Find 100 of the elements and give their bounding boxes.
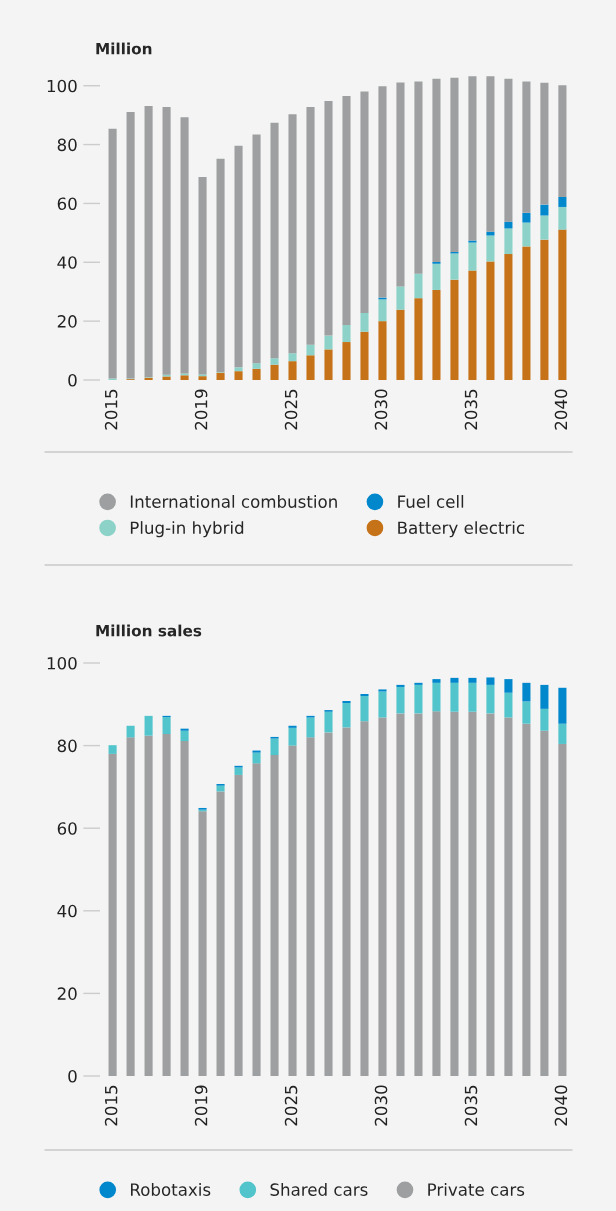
bar — [504, 692, 513, 718]
bar — [288, 727, 297, 746]
bar — [378, 299, 387, 322]
bar — [396, 686, 405, 714]
y-tick-label: 0 — [68, 373, 77, 387]
bar — [144, 715, 153, 736]
bar — [450, 77, 459, 252]
bar — [432, 78, 441, 262]
bar — [234, 371, 243, 380]
bar — [162, 734, 171, 1076]
bar — [198, 176, 207, 375]
bar — [288, 114, 297, 354]
bar — [468, 711, 477, 1076]
bar — [144, 735, 153, 1076]
bar — [486, 713, 495, 1076]
bar — [252, 363, 261, 369]
x-tick-label: 2030 — [374, 389, 388, 430]
bar — [306, 737, 315, 1076]
bar — [396, 713, 405, 1076]
bar — [126, 111, 135, 379]
bar — [306, 344, 315, 356]
bar — [342, 703, 351, 728]
bar — [270, 364, 279, 380]
bar — [144, 106, 153, 378]
bar — [324, 711, 333, 733]
bar — [432, 679, 441, 683]
x-tick-label: 2025 — [284, 389, 298, 430]
bar — [414, 81, 423, 274]
bar — [414, 684, 423, 714]
bar — [342, 342, 351, 380]
bar — [360, 312, 369, 332]
bar — [450, 682, 459, 712]
bar — [432, 289, 441, 380]
x-tick-label: 2040 — [554, 389, 568, 430]
bar — [306, 717, 315, 738]
bar — [522, 81, 531, 213]
bar — [396, 286, 405, 310]
bar — [522, 682, 531, 702]
bar — [180, 741, 189, 1076]
bar — [252, 134, 261, 364]
bar — [450, 677, 459, 683]
bar — [432, 682, 441, 712]
x-tick-label: 2015 — [104, 389, 118, 430]
bar — [378, 717, 387, 1076]
bar — [360, 696, 369, 722]
bar — [504, 254, 513, 380]
bar — [270, 122, 279, 359]
bar — [558, 85, 567, 197]
bar — [342, 96, 351, 325]
bar — [414, 682, 423, 685]
bar — [540, 82, 549, 205]
bar — [108, 745, 117, 754]
bar — [360, 721, 369, 1076]
bar — [540, 708, 549, 731]
bar — [468, 240, 477, 243]
bar — [468, 76, 477, 241]
y-tick-label: 60 — [57, 197, 77, 210]
x-tick-label: 2025 — [284, 1085, 298, 1126]
x-tick-label: 2040 — [554, 1085, 568, 1126]
bar — [522, 222, 531, 247]
y-tick-label: 0 — [68, 1069, 77, 1083]
y-tick-label: 40 — [57, 256, 77, 269]
bar — [216, 372, 225, 380]
bar — [396, 82, 405, 287]
bar — [432, 711, 441, 1076]
bar — [378, 321, 387, 380]
y-tick-label: 60 — [57, 822, 77, 835]
bar — [288, 745, 297, 1076]
y-axis-title: Million sales — [96, 624, 202, 637]
bar — [324, 101, 333, 336]
bar — [504, 717, 513, 1076]
bar — [486, 235, 495, 262]
legend-label: International combustion — [130, 495, 337, 508]
bar — [288, 353, 297, 362]
y-tick-label: 40 — [57, 904, 77, 918]
bar — [378, 86, 387, 298]
bar — [558, 723, 567, 744]
bar — [180, 117, 189, 374]
bar — [540, 215, 549, 240]
x-tick-label: 2030 — [374, 1085, 388, 1126]
bar — [414, 273, 423, 299]
bar — [396, 684, 405, 687]
bar — [270, 738, 279, 756]
bar — [468, 242, 477, 271]
bar — [396, 309, 405, 380]
bar — [468, 677, 477, 683]
bar — [486, 677, 495, 685]
bar — [108, 753, 117, 1076]
bar — [450, 711, 459, 1076]
bar — [360, 91, 369, 313]
bar — [126, 725, 135, 738]
bar — [486, 261, 495, 380]
bar — [504, 679, 513, 693]
bar — [342, 701, 351, 704]
bar — [504, 228, 513, 255]
bar — [360, 331, 369, 380]
bar — [252, 763, 261, 1076]
legend-label: Shared cars — [270, 1183, 368, 1196]
bar — [378, 689, 387, 692]
bar — [216, 791, 225, 1076]
